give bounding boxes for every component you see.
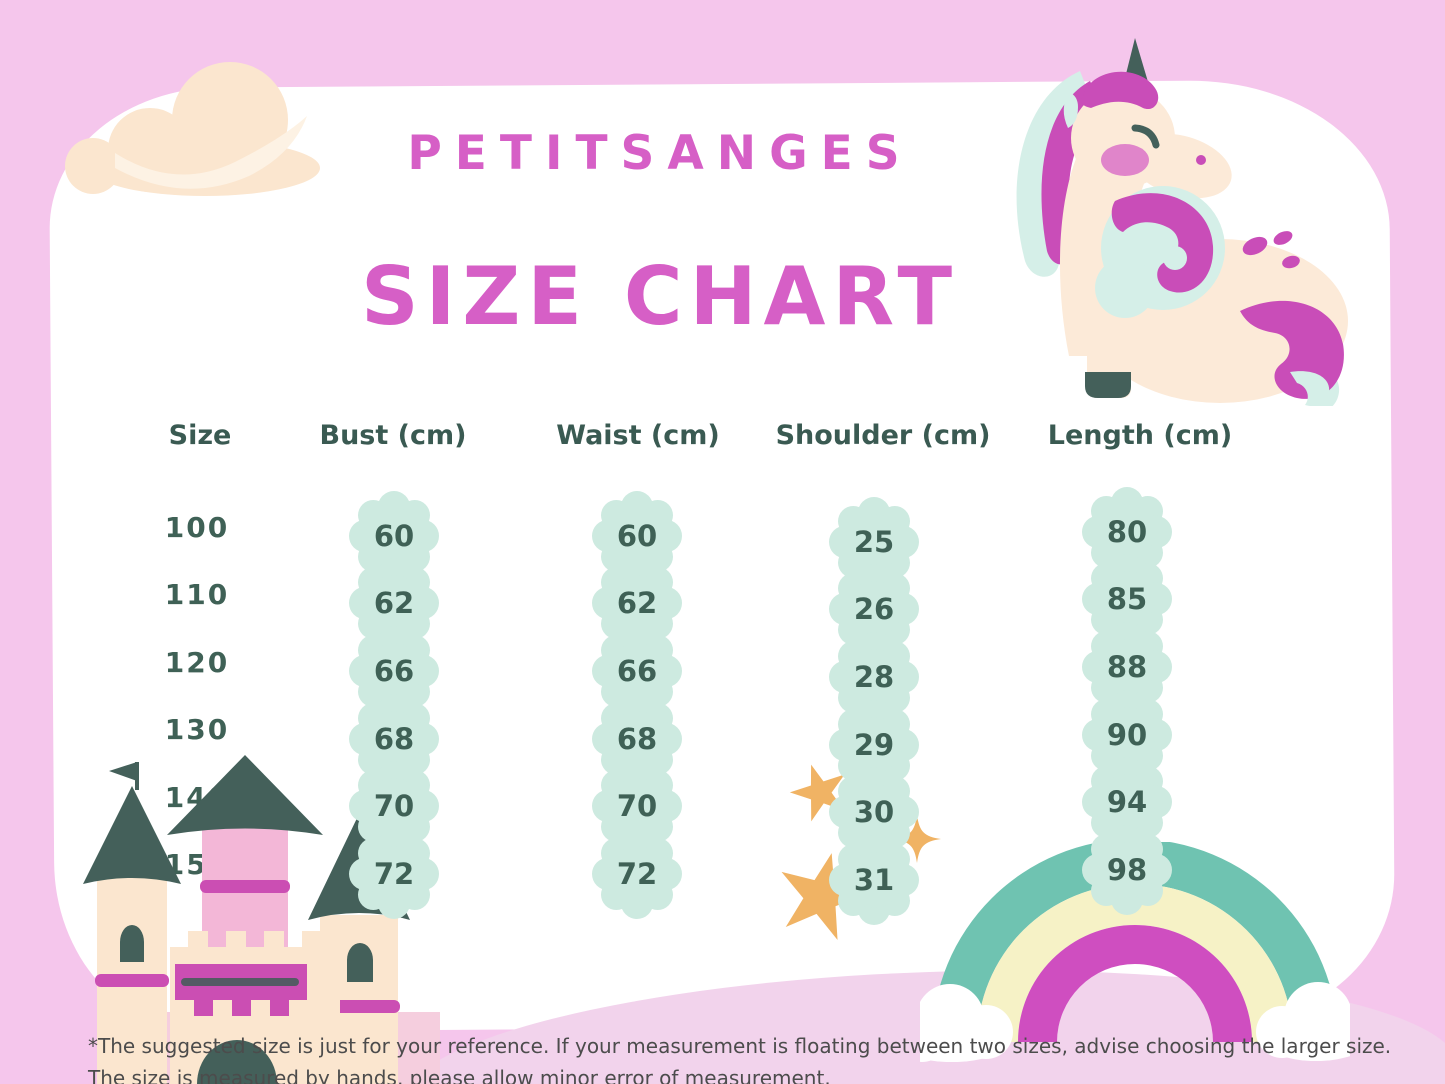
badge-waist-150: 72 [590, 829, 684, 919]
badge-shoulder-140: 30 [827, 767, 921, 857]
sparkle-icon [893, 815, 941, 863]
size-label-120: 120 [164, 646, 230, 679]
badge-length-110: 85 [1080, 554, 1174, 644]
badge-length-100: 80 [1080, 487, 1174, 577]
castle-icon [83, 755, 440, 1084]
badge-waist-100: 60 [590, 491, 684, 581]
badge-shoulder-110: 26 [827, 564, 921, 654]
badge-shoulder-100: 25 [827, 497, 921, 587]
badge-bust-150: 72 [347, 829, 441, 919]
rainbow-icon [920, 842, 1350, 1062]
badge-length-120: 88 [1080, 622, 1174, 712]
badge-length-130: 90 [1080, 690, 1174, 780]
badge-waist-140: 70 [590, 761, 684, 851]
star-icon [781, 853, 868, 940]
col-header-bust: Bust (cm) [319, 420, 467, 451]
unicorn-icon [1016, 38, 1348, 406]
badge-shoulder-120: 28 [827, 632, 921, 722]
col-header-shoulder: Shoulder (cm) [775, 420, 991, 451]
badge-bust-120: 66 [347, 626, 441, 716]
size-label-130: 130 [164, 713, 230, 746]
brand-title: PETITSANGES [407, 126, 913, 181]
badge-length-150: 98 [1080, 825, 1174, 915]
badge-waist-110: 62 [590, 558, 684, 648]
star-icon [789, 764, 845, 822]
badge-waist-120: 66 [590, 626, 684, 716]
footnote-text: *The suggested size is just for your ref… [88, 1034, 1392, 1084]
page-title: SIZE CHART [360, 250, 960, 343]
badge-length-140: 94 [1080, 757, 1174, 847]
size-label-110: 110 [164, 578, 230, 611]
badge-shoulder-130: 29 [827, 700, 921, 790]
size-label-100: 100 [164, 511, 230, 544]
col-header-waist: Waist (cm) [556, 420, 720, 451]
badge-waist-130: 68 [590, 694, 684, 784]
col-header-length: Length (cm) [1047, 420, 1233, 451]
badge-bust-140: 70 [347, 761, 441, 851]
badge-bust-130: 68 [347, 694, 441, 784]
cloud-icon [920, 982, 1350, 1062]
cloud-icon [65, 62, 320, 196]
badge-shoulder-150: 31 [827, 835, 921, 925]
col-header-size: Size [168, 420, 232, 451]
badge-bust-100: 60 [347, 491, 441, 581]
badge-bust-110: 62 [347, 558, 441, 648]
